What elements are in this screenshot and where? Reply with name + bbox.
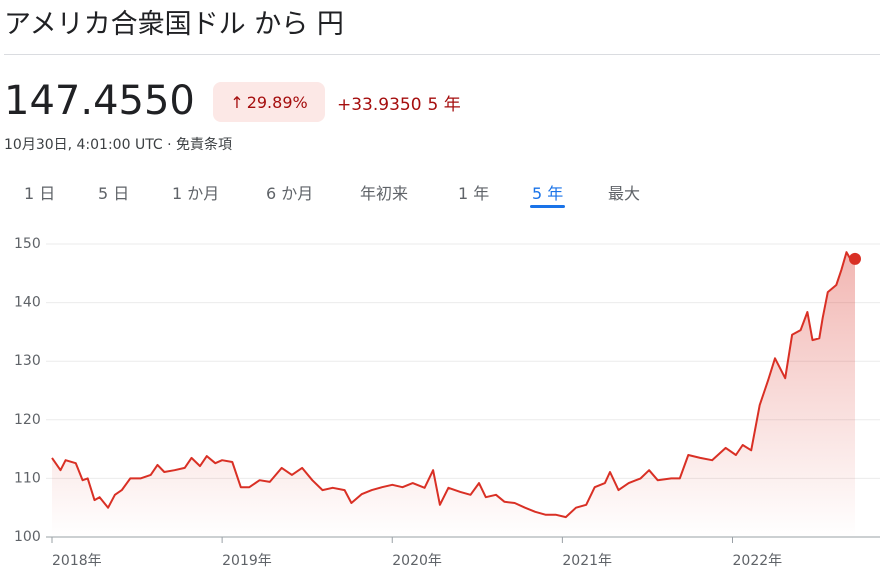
tab[interactable]: 1 年 — [458, 184, 490, 203]
change-percent: 29.89% — [246, 92, 308, 112]
x-tick-label: 2018年 — [52, 553, 102, 569]
area — [52, 252, 855, 537]
tab[interactable]: 年初来 — [360, 184, 409, 203]
y-tick-label: 100 — [14, 529, 41, 545]
price: 147.4550 — [4, 78, 195, 124]
y-tick-label: 110 — [14, 470, 41, 486]
tab[interactable]: 最大 — [608, 184, 641, 203]
last-point — [849, 252, 861, 265]
x-tick-label: 2022年 — [733, 553, 783, 569]
period: 5 年 — [427, 95, 461, 115]
y-tick-label: 140 — [14, 295, 41, 311]
y-tick-label: 150 — [14, 236, 41, 252]
tab[interactable]: 5 年 — [529, 180, 566, 208]
title: アメリカ合衆国ドル から 円 — [4, 9, 344, 40]
x-tick-label: 2020年 — [392, 553, 442, 569]
arrow-icon: ↑ — [230, 92, 244, 112]
divider — [4, 54, 880, 55]
tab[interactable]: 1 日 — [24, 184, 56, 203]
change-abs: +33.9350 — [337, 95, 422, 115]
subtitle: 10月30日, 4:01:00 UTC · 免責条項 — [4, 137, 233, 153]
change-badge: ↑ 29.89% — [213, 82, 325, 122]
change: +33.9350 5 年 — [337, 90, 467, 115]
line — [51, 251, 856, 519]
x-tick-label: 2021年 — [562, 553, 612, 569]
tab[interactable]: 5 日 — [98, 184, 130, 203]
y-tick-label: 120 — [14, 412, 41, 428]
tab[interactable]: 6 か月 — [266, 184, 314, 203]
x-tick-label: 2019年 — [222, 553, 272, 569]
y-tick-label: 130 — [14, 353, 41, 369]
tab[interactable]: 1 か月 — [172, 184, 220, 203]
